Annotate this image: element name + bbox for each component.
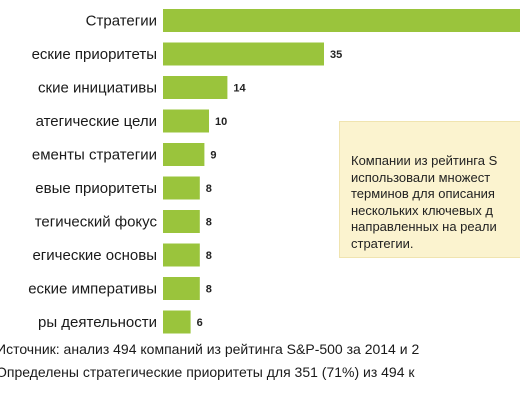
callout-box: Компании из рейтинга S использовали множ… xyxy=(339,121,520,258)
callout-line: использовали множест xyxy=(351,169,491,185)
bar xyxy=(163,42,324,66)
bar xyxy=(163,9,520,32)
category-label: евые приоритеты xyxy=(35,180,157,197)
callout-line: терминов для описания xyxy=(351,186,495,201)
value-label: 8 xyxy=(206,183,212,195)
category-label: ры деятельности xyxy=(38,314,157,331)
category-label: атегические цели xyxy=(36,113,157,130)
value-label: 8 xyxy=(206,250,212,262)
callout-line: Компании из рейтинга S xyxy=(351,153,498,168)
bar xyxy=(163,176,200,200)
bar xyxy=(163,76,228,99)
bar xyxy=(163,210,200,233)
value-label: 14 xyxy=(233,83,246,95)
value-label: 6 xyxy=(197,317,203,329)
category-label: еские приоритеты xyxy=(32,46,157,63)
category-label: егические основы xyxy=(32,247,157,264)
bar xyxy=(163,143,205,166)
bar xyxy=(163,109,209,133)
value-label: 35 xyxy=(330,49,342,61)
callout-line: направленных на реали xyxy=(351,219,497,234)
category-label: еские императивы xyxy=(28,281,157,298)
value-label: 8 xyxy=(206,284,212,296)
category-label: Стратегии xyxy=(86,13,157,30)
category-label: ские инициативы xyxy=(38,80,157,97)
callout-line: стратегии. xyxy=(351,235,414,251)
source-footnote: Источник: анализ 494 компаний из рейтинг… xyxy=(0,341,420,357)
value-label: 8 xyxy=(206,217,212,229)
note-footnote: Определены стратегические приоритеты для… xyxy=(0,364,415,380)
category-label: ементы стратегии xyxy=(32,147,157,164)
value-label: 9 xyxy=(210,150,216,162)
bar xyxy=(163,243,200,267)
bar xyxy=(163,310,191,334)
value-label: 10 xyxy=(215,116,227,128)
category-label: тегический фокус xyxy=(35,214,158,231)
bar xyxy=(163,277,200,300)
callout-line: нескольких ключевых д xyxy=(351,202,493,218)
